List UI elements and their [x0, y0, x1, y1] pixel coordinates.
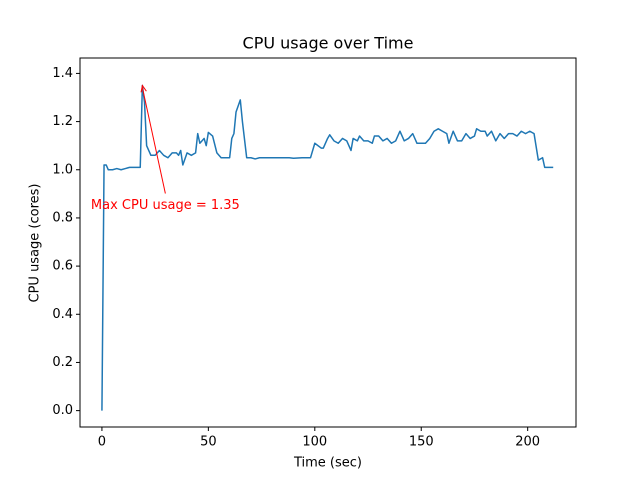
cpu-line	[101, 84, 554, 411]
y-tick-label: 1.2	[52, 114, 73, 129]
y-tick-label: 0.2	[52, 355, 73, 370]
y-tick-label: 1.0	[52, 162, 73, 177]
y-tick-label: 0.4	[52, 307, 73, 322]
y-tick-label: 1.4	[52, 66, 73, 81]
annotation-arrow-head	[140, 84, 147, 93]
plot-frame	[79, 57, 577, 428]
y-tick-label: 0.0	[52, 403, 73, 418]
x-tick-label: 50	[200, 435, 217, 450]
x-tick-label: 150	[409, 435, 434, 450]
chart-title: CPU usage over Time	[243, 34, 414, 53]
x-tick-label: 100	[302, 435, 327, 450]
y-tick-label: 0.8	[52, 210, 73, 225]
annotation-arrow	[141, 87, 166, 194]
y-tick-label: 0.6	[52, 259, 73, 274]
x-tick-label: 200	[515, 435, 540, 450]
x-tick-label: 0	[98, 435, 106, 450]
x-axis-label: Time (sec)	[293, 456, 362, 471]
y-axis-label: CPU usage (cores)	[28, 184, 43, 303]
annotation-text: Max CPU usage = 1.35	[91, 198, 240, 213]
